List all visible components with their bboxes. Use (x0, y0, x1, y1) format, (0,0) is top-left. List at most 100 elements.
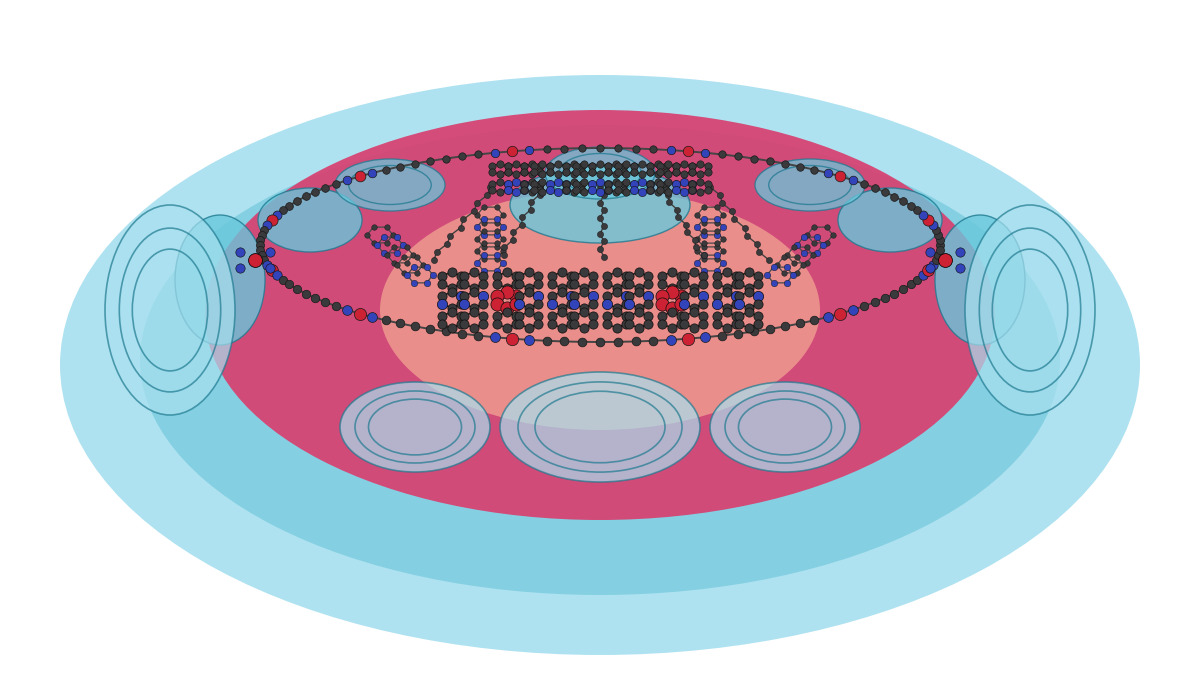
Point (521, 205, 540, 215)
Point (774, 252, 793, 263)
Point (617, 279, 636, 290)
Point (599, 166, 618, 177)
Point (694, 310, 713, 321)
Point (582, 184, 601, 195)
Point (280, 279, 299, 290)
Point (804, 221, 823, 232)
Point (684, 302, 703, 313)
Point (674, 169, 694, 180)
Point (640, 179, 659, 190)
Point (830, 308, 850, 319)
Point (682, 184, 701, 195)
Point (564, 279, 583, 290)
Point (506, 271, 526, 281)
Point (694, 242, 713, 252)
Point (599, 179, 618, 190)
Point (734, 222, 754, 233)
Point (688, 221, 707, 232)
Point (672, 279, 691, 290)
Point (566, 161, 586, 171)
Point (667, 179, 686, 190)
Point (684, 267, 703, 277)
Point (923, 219, 942, 230)
Point (487, 214, 506, 225)
Point (541, 166, 560, 177)
Point (674, 310, 694, 321)
Point (590, 158, 610, 169)
Point (694, 238, 713, 248)
Point (305, 292, 324, 303)
Point (499, 161, 518, 171)
Point (726, 319, 745, 329)
Point (474, 310, 493, 321)
Point (497, 283, 516, 294)
Point (690, 176, 709, 187)
Point (552, 302, 571, 313)
Point (420, 156, 439, 167)
Point (528, 319, 547, 329)
Point (499, 184, 518, 195)
Point (474, 298, 493, 309)
Point (514, 166, 533, 177)
Point (416, 277, 436, 288)
Point (617, 298, 636, 309)
Point (632, 158, 652, 169)
Point (764, 262, 784, 273)
Point (694, 230, 713, 240)
Point (707, 242, 726, 252)
Point (722, 206, 742, 217)
Point (650, 161, 670, 171)
Point (464, 323, 484, 333)
Point (638, 291, 658, 302)
Point (552, 283, 571, 294)
Point (530, 184, 550, 195)
Point (474, 254, 493, 265)
Point (683, 161, 702, 171)
Point (650, 166, 670, 177)
Point (683, 179, 702, 190)
Point (598, 310, 617, 321)
Point (251, 234, 270, 245)
Point (936, 254, 955, 265)
Point (739, 267, 758, 277)
Point (607, 302, 626, 313)
Point (688, 210, 707, 221)
Point (707, 310, 726, 321)
Point (791, 161, 810, 172)
Point (749, 319, 768, 329)
Point (739, 283, 758, 294)
Point (538, 144, 557, 155)
Point (337, 304, 356, 315)
Point (542, 319, 562, 329)
Point (629, 283, 648, 294)
Point (764, 277, 784, 288)
Point (487, 217, 506, 228)
Point (625, 184, 644, 195)
Point (583, 291, 602, 302)
Point (506, 176, 526, 187)
Point (749, 310, 768, 321)
Point (572, 161, 592, 171)
Point (594, 221, 613, 232)
Point (694, 265, 713, 276)
Point (713, 221, 732, 232)
Point (737, 230, 756, 241)
Point (791, 318, 810, 329)
Point (548, 169, 568, 180)
Point (296, 191, 316, 202)
Point (530, 179, 550, 190)
Point (694, 271, 713, 281)
Point (707, 279, 726, 290)
Ellipse shape (340, 382, 490, 472)
Point (638, 271, 658, 281)
Point (674, 279, 694, 290)
Point (464, 283, 484, 294)
Point (629, 302, 648, 313)
Point (552, 267, 571, 277)
Point (683, 184, 702, 195)
Point (804, 315, 823, 326)
Point (784, 242, 803, 252)
Point (625, 166, 644, 177)
Point (542, 298, 562, 309)
Point (614, 179, 634, 190)
